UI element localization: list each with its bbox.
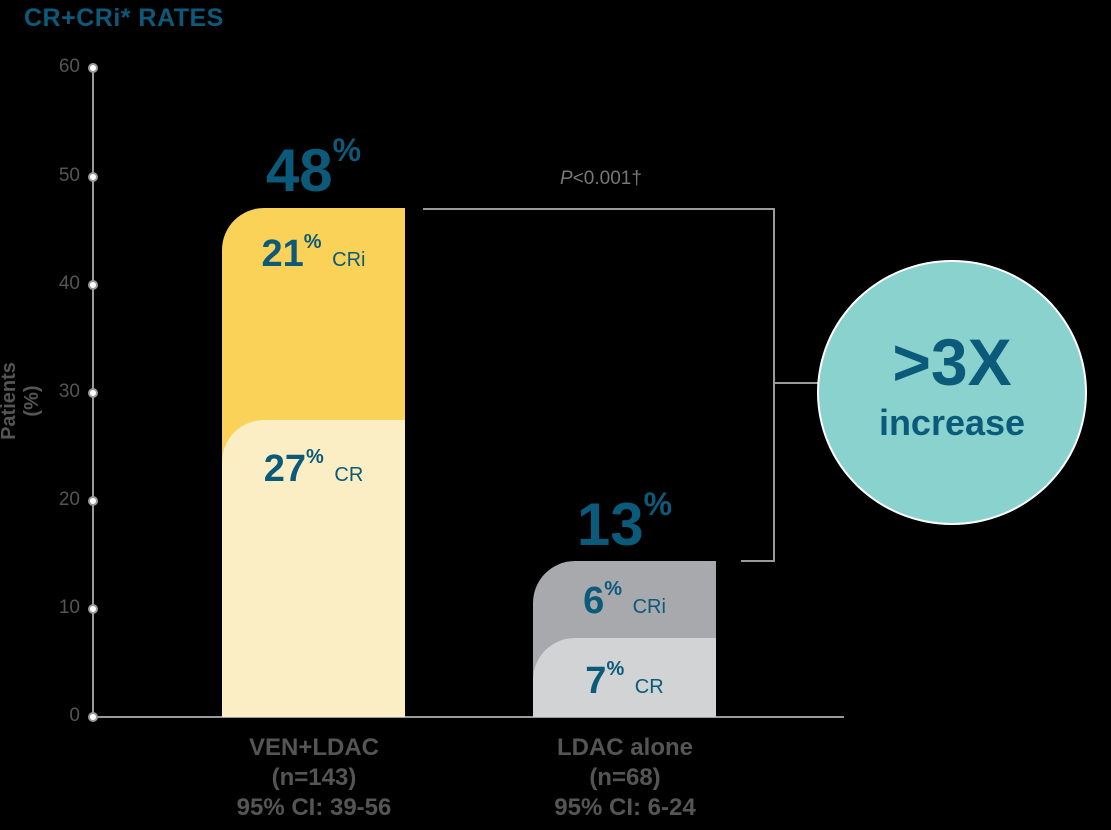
bar-ldac-cr (533, 638, 716, 717)
y-tick-10 (88, 604, 98, 614)
x-axis (92, 716, 844, 718)
significance-bracket (423, 208, 775, 562)
y-tick-60 (88, 63, 98, 73)
y-tick-label: 30 (58, 381, 80, 402)
y-tick-label: 40 (58, 273, 80, 294)
ldac-total-label: 13% (576, 486, 673, 558)
chart-title: CR+CRi* RATES (24, 4, 224, 32)
ldac-cri-label: 6% CRi (583, 578, 666, 622)
ven-cri-label: 21% CRi (261, 231, 366, 275)
bracket-connector (773, 382, 819, 384)
x-category-ldac: LDAC alone (n=68) 95% CI: 6-24 (554, 734, 696, 821)
significance-bracket-bottom (741, 560, 775, 562)
y-tick-40 (88, 280, 98, 290)
x-category-ven: VEN+LDAC (n=143) 95% CI: 39-56 (236, 734, 392, 821)
y-tick-50 (88, 172, 98, 182)
y-tick-label: 0 (69, 705, 80, 726)
y-tick-0 (88, 712, 98, 722)
ven-cr-label: 27% CR (263, 446, 364, 490)
callout-circle: >3X increase (817, 260, 1087, 525)
callout-main: >3X (892, 325, 1012, 399)
y-tick-label: 60 (58, 56, 80, 77)
y-tick-30 (88, 388, 98, 398)
ldac-cr-label: 7% CR (585, 658, 664, 702)
bar-ven-cr (222, 420, 405, 717)
callout-sub: increase (878, 402, 1026, 443)
p-value: P<0.001† (560, 168, 642, 189)
y-tick-label: 10 (58, 597, 80, 618)
y-tick-20 (88, 496, 98, 506)
ven-total-label: 48% (265, 132, 362, 204)
y-tick-label: 20 (58, 489, 80, 510)
y-tick-label: 50 (58, 165, 80, 186)
